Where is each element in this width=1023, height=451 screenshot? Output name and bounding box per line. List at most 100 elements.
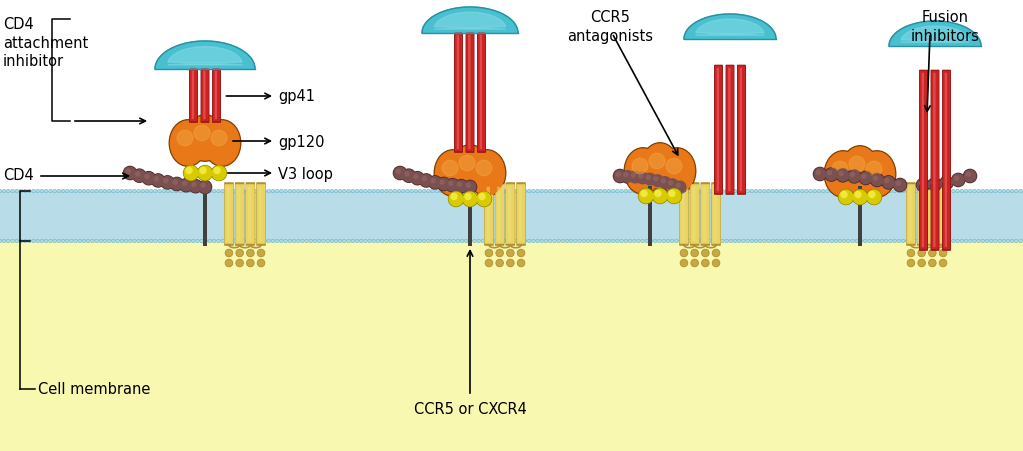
Circle shape [15,190,18,193]
Circle shape [107,190,112,193]
Circle shape [678,190,682,193]
Circle shape [628,171,641,184]
Circle shape [636,173,649,184]
Circle shape [540,239,543,243]
Circle shape [918,260,926,267]
Circle shape [876,239,880,243]
Circle shape [578,239,581,243]
Ellipse shape [434,151,472,197]
Circle shape [523,239,527,243]
Circle shape [682,190,686,193]
Circle shape [422,190,426,193]
Circle shape [830,239,834,243]
Circle shape [624,190,627,193]
Circle shape [666,239,670,243]
Circle shape [19,239,23,243]
FancyBboxPatch shape [508,187,512,242]
Circle shape [907,260,915,267]
Circle shape [347,190,351,193]
Circle shape [893,179,906,192]
Circle shape [616,173,620,177]
Ellipse shape [194,126,210,141]
Circle shape [506,260,515,267]
Circle shape [754,239,758,243]
Circle shape [552,239,557,243]
Circle shape [909,190,914,193]
Circle shape [582,190,585,193]
Polygon shape [889,22,981,47]
Circle shape [733,190,737,193]
FancyBboxPatch shape [519,187,522,242]
Circle shape [848,171,860,183]
Circle shape [1007,190,1010,193]
Circle shape [842,239,846,243]
Text: gp120: gp120 [278,134,324,149]
Circle shape [725,190,728,193]
Circle shape [325,239,329,243]
Circle shape [839,190,853,205]
Circle shape [557,190,561,193]
Circle shape [403,170,414,182]
Circle shape [414,190,417,193]
FancyBboxPatch shape [679,183,688,246]
Ellipse shape [666,159,682,175]
Circle shape [894,180,905,191]
Circle shape [771,190,774,193]
Circle shape [574,239,577,243]
Circle shape [838,190,842,193]
Circle shape [738,239,741,243]
Circle shape [351,239,355,243]
Circle shape [692,190,695,193]
Circle shape [411,173,424,184]
Circle shape [638,175,642,179]
Ellipse shape [476,161,492,176]
Circle shape [107,239,112,243]
Circle shape [620,239,623,243]
Circle shape [868,239,872,243]
FancyBboxPatch shape [212,69,221,124]
Circle shape [616,239,619,243]
Circle shape [969,239,972,243]
Circle shape [179,239,182,243]
Polygon shape [168,47,242,66]
Circle shape [225,190,228,193]
Circle shape [145,190,148,193]
Circle shape [644,239,649,243]
Circle shape [629,172,640,184]
Circle shape [796,239,800,243]
Circle shape [229,190,233,193]
Circle shape [821,190,825,193]
FancyBboxPatch shape [712,185,720,244]
Circle shape [696,239,699,243]
Circle shape [95,190,98,193]
Circle shape [0,239,2,243]
Circle shape [725,239,728,243]
Circle shape [120,190,124,193]
Circle shape [758,190,762,193]
Circle shape [658,239,661,243]
Circle shape [570,239,573,243]
Circle shape [502,190,505,193]
Circle shape [494,239,497,243]
Circle shape [825,169,838,182]
Circle shape [175,190,178,193]
Circle shape [247,250,254,257]
Circle shape [197,166,213,181]
Circle shape [192,183,196,187]
Circle shape [809,190,812,193]
Circle shape [279,190,283,193]
Circle shape [435,190,439,193]
Circle shape [267,239,271,243]
Circle shape [481,239,485,243]
Circle shape [462,192,478,207]
Circle shape [775,239,779,243]
FancyBboxPatch shape [715,66,722,194]
Circle shape [309,239,313,243]
Circle shape [438,179,449,190]
Circle shape [969,190,972,193]
Circle shape [565,190,569,193]
Circle shape [241,239,246,243]
Circle shape [184,167,197,180]
Circle shape [644,174,656,185]
Circle shape [952,175,964,186]
